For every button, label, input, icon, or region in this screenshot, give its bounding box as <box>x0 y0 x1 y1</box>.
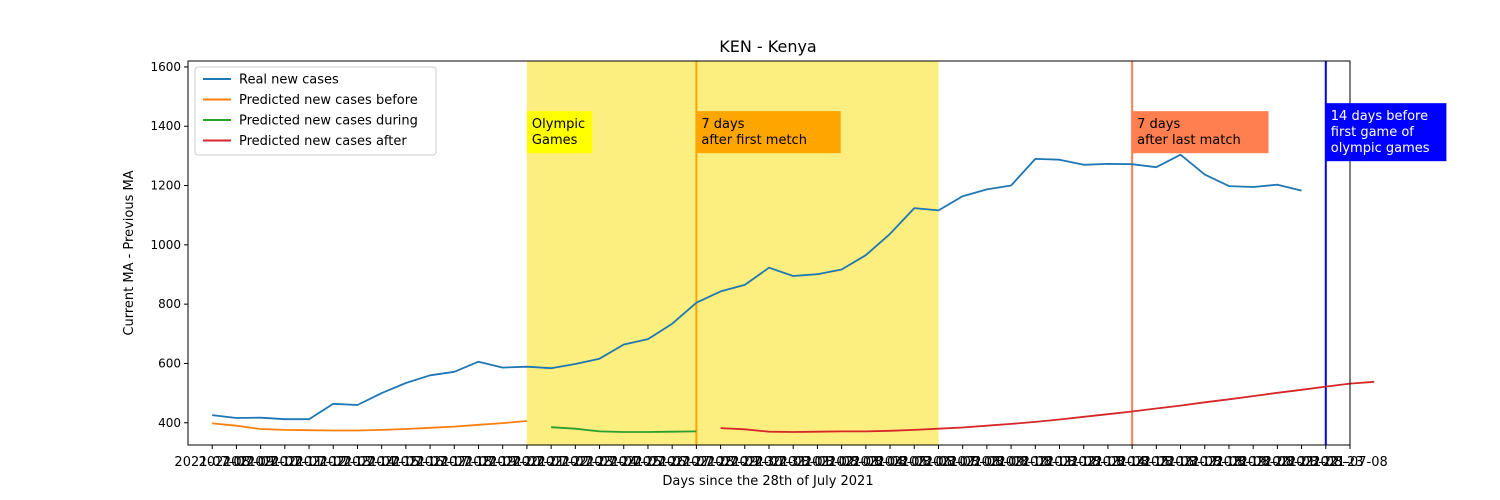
x-tick-label: 2021-07-26 <box>610 455 686 470</box>
annotation-text: Olympic <box>532 117 585 132</box>
x-tick-label: 2021-07-08 <box>174 455 250 470</box>
x-tick-label: 2021-07-28 <box>659 455 735 470</box>
annotation-text: olympic games <box>1331 141 1430 156</box>
x-tick-label: 2021-07-27 <box>634 455 710 470</box>
x-tick-label: 2021-07-11 <box>247 455 323 470</box>
annotation-box-1 <box>696 111 841 154</box>
y-tick-label: 800 <box>158 297 181 311</box>
chart-title: KEN - Kenya <box>719 37 816 56</box>
y-tick-label: 1000 <box>150 238 181 252</box>
annotation-box-0 <box>526 111 593 154</box>
x-tick-label: 2021-08-08 <box>925 455 1001 470</box>
x-tick-label: 2021-08-16 <box>1119 455 1195 470</box>
x-tick-label: 2021-07-15 <box>344 455 420 470</box>
series-line-1 <box>212 420 527 432</box>
annotation-text: after last match <box>1137 133 1241 148</box>
x-tick-label: 2021-08-13 <box>1046 455 1122 470</box>
x-tick-label: 2021-07-10 <box>223 455 299 470</box>
y-tick-label: 400 <box>158 416 181 430</box>
annotation-text: first game of <box>1331 125 1415 140</box>
annotation-text: 14 days before <box>1331 109 1428 124</box>
x-tick-label: 2021-07-31 <box>731 455 807 470</box>
legend-label: Predicted new cases before <box>239 93 418 108</box>
annotation-text: after first metch <box>701 133 807 148</box>
x-tick-label: 2021-07-22 <box>513 455 589 470</box>
legend-label: Predicted new cases after <box>239 134 407 149</box>
x-tick-label: 2021-08-07 <box>901 455 977 470</box>
x-tick-label: 2021-08-05 <box>852 455 928 470</box>
x-tick-label: 2021-08-22 <box>1264 455 1340 470</box>
x-tick-label: 2021-08-01 <box>755 455 831 470</box>
x-tick-label: 2021-07-16 <box>368 455 444 470</box>
x-tick-label: 2021-08-11 <box>998 455 1074 470</box>
legend-box <box>194 66 437 156</box>
x-tick-label: 2021-07-19 <box>441 455 517 470</box>
x-tick-label: 2021-08-06 <box>876 455 952 470</box>
x-tick-label: 2021-07-14 <box>320 455 396 470</box>
annotation-box-3 <box>1325 103 1447 162</box>
x-tick-label: 2021-07-08 <box>1312 455 1388 470</box>
x-tick-label: 2021-07-24 <box>562 455 638 470</box>
legend-label: Real new cases <box>239 73 339 88</box>
x-tick-label: 2021-07-20 <box>465 455 541 470</box>
x-tick-label: 2021-08-15 <box>1094 455 1170 470</box>
x-tick-label: 2021-07-23 <box>538 455 614 470</box>
y-tick-label: 1600 <box>150 60 181 74</box>
x-tick-label: 2021-08-12 <box>1022 455 1098 470</box>
x-tick-label: 2021-07-21 <box>489 455 565 470</box>
y-tick-label: 1400 <box>150 119 181 133</box>
x-axis-label: Days since the 28th of July 2021 <box>662 474 873 489</box>
x-tick-label: 2021-07-12 <box>271 455 347 470</box>
annotation-text: Games <box>532 133 578 148</box>
x-tick-label: 2021-07-17 <box>392 455 468 470</box>
series-line-0 <box>212 153 1302 421</box>
x-tick-label: 2021-08-09 <box>949 455 1025 470</box>
x-tick-label: 2021-07-09 <box>199 455 275 470</box>
x-tick-label: 2021-07-29 <box>683 455 759 470</box>
y-axis-label: Current MA - Previous MA <box>122 170 137 335</box>
annotation-box-2 <box>1132 111 1269 154</box>
x-tick-label: 2021-08-02 <box>780 455 856 470</box>
series-line-3 <box>720 380 1375 433</box>
x-tick-label: 2021-07-13 <box>295 455 371 470</box>
x-tick-label: 2021-07-25 <box>586 455 662 470</box>
annotation-text: 7 days <box>1137 117 1180 132</box>
x-tick-label: 2021-08-14 <box>1070 455 1146 470</box>
x-tick-label: 2021-08-21 <box>1240 455 1316 470</box>
x-tick-label: 2021-07-18 <box>417 455 493 470</box>
x-tick-label: 2021-08-03 <box>804 455 880 470</box>
series-line-2 <box>551 426 697 433</box>
legend-label: Predicted new cases during <box>239 114 418 129</box>
x-tick-label: 2021-08-17 <box>1143 455 1219 470</box>
y-tick-label: 600 <box>158 356 181 370</box>
x-tick-label: 2021-08-23 <box>1288 455 1364 470</box>
x-tick-label: 2021-08-20 <box>1215 455 1291 470</box>
x-tick-label: 2021-08-18 <box>1167 455 1243 470</box>
x-tick-label: 2021-08-10 <box>973 455 1049 470</box>
legend: Real new cases Predicted new cases before… <box>194 66 437 156</box>
x-tick-label: 2021-07-30 <box>707 455 783 470</box>
annotation-text: 7 days <box>701 117 744 132</box>
x-tick-label: 2021-08-19 <box>1191 455 1267 470</box>
y-tick-label: 1200 <box>150 179 181 193</box>
x-tick-label: 2021-08-04 <box>828 455 904 470</box>
plot-area: 40060080010001200140016002021-07-082021-… <box>150 60 1447 470</box>
